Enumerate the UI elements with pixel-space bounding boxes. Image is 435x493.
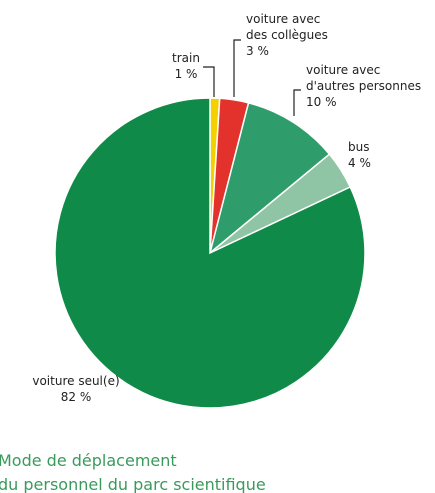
slice-value-label: 1 %	[175, 67, 198, 81]
leader-line	[203, 66, 215, 97]
chart-title: du personnel du parc scientifique	[0, 475, 266, 493]
slice-label-line: voiture avec	[306, 63, 380, 77]
slice-value-label: 3 %	[246, 44, 269, 58]
pie-slice	[208, 101, 331, 256]
slice-label-line: bus	[348, 140, 369, 154]
leader-line	[293, 89, 301, 116]
slice-label: voiture avec des collègues 3 %	[246, 12, 328, 58]
leader-line	[233, 39, 241, 97]
slice-value-label: 4 %	[348, 156, 371, 170]
slice-label-line: voiture avec	[246, 12, 320, 26]
slice-label: voiture seul(e) 82 %	[32, 374, 119, 404]
slice-label-line: voiture seul(e)	[32, 374, 119, 388]
slice-label-line: des collègues	[246, 28, 328, 42]
slice-label: train 1 %	[172, 51, 200, 81]
slice-label-line: d'autres personnes	[306, 79, 421, 93]
pie-slice	[54, 97, 366, 409]
slice-label-line: train	[172, 51, 200, 65]
slice-value-label: 82 %	[61, 390, 92, 404]
chart-title: Mode de déplacement	[0, 451, 177, 470]
slice-label: bus 4 %	[348, 140, 371, 170]
slice-label: voiture avec d'autres personnes 10 %	[306, 63, 421, 109]
slice-value-label: 10 %	[306, 95, 337, 109]
